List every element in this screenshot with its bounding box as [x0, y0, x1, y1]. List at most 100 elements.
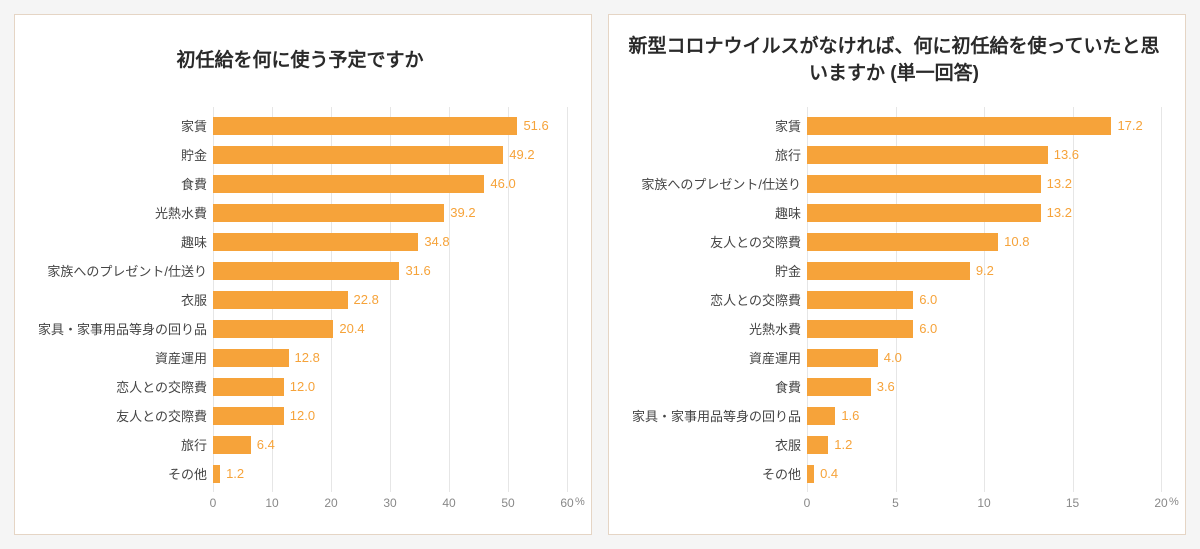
bar-fill [807, 436, 828, 454]
chart-panel-right: 新型コロナウイルスがなければ、何に初任給を使っていたと思いますか (単一回答) … [608, 14, 1186, 535]
bar-value: 6.0 [919, 292, 937, 307]
bar-label: その他 [33, 464, 213, 483]
bar-track: 13.6 [807, 142, 1161, 168]
bar-track: 9.2 [807, 258, 1161, 284]
bar-value: 20.4 [339, 321, 364, 336]
bar-value: 17.2 [1117, 118, 1142, 133]
bar-track: 6.0 [807, 316, 1161, 342]
bar-fill [213, 349, 289, 367]
bar-fill [807, 117, 1111, 135]
bar-row: 家族へのプレゼント/仕送り 13.2 [627, 171, 1161, 197]
bar-row: 友人との交際費 12.0 [33, 403, 567, 429]
bar-row: 恋人との交際費12.0 [33, 374, 567, 400]
bar-fill [807, 320, 913, 338]
bar-value: 13.6 [1054, 147, 1079, 162]
axis-tick: 10 [265, 496, 278, 510]
chart-panel-left: 初任給を何に使う予定ですか 家賃51.6貯金49.2食費46.0光熱水費39.2… [14, 14, 592, 535]
bar-label: 趣味 [33, 232, 213, 251]
bar-value: 46.0 [490, 176, 515, 191]
bar-row: 趣味 34.8 [33, 229, 567, 255]
axis-unit: % [1169, 496, 1179, 508]
chart-body: 家賃51.6貯金49.2食費46.0光熱水費39.2趣味34.8家族へのプレゼン… [33, 107, 567, 516]
bar-track: 12.0 [213, 403, 567, 429]
bar-row: 光熱水費39.2 [33, 200, 567, 226]
bar-track: 20.4 [213, 316, 567, 342]
bar-row: 衣服22.8 [33, 287, 567, 313]
bar-value: 39.2 [450, 205, 475, 220]
bar-value: 49.2 [509, 147, 534, 162]
bar-track: 6.4 [213, 432, 567, 458]
bar-track: 0.4 [807, 461, 1161, 487]
bar-label: 友人との交際費 [627, 232, 807, 251]
chart-title: 新型コロナウイルスがなければ、何に初任給を使っていたと思いますか (単一回答) [627, 33, 1161, 89]
bar-value: 12.0 [290, 408, 315, 423]
bar-value: 4.0 [884, 350, 902, 365]
bar-row: 資産運用4.0 [627, 345, 1161, 371]
axis-tick: 40 [442, 496, 455, 510]
bar-value: 10.8 [1004, 234, 1029, 249]
bar-row: 趣味13.2 [627, 200, 1161, 226]
axis-tick: 10 [977, 496, 990, 510]
bar-row: 食費3.6 [627, 374, 1161, 400]
bar-value: 12.8 [295, 350, 320, 365]
bar-label: 旅行 [33, 435, 213, 454]
axis-ticks: 05101520% [807, 496, 1161, 516]
chart-title: 初任給を何に使う予定ですか [33, 33, 567, 89]
bar-value: 6.4 [257, 437, 275, 452]
bar-fill [807, 465, 814, 483]
bar-label: 家具・家事用品等身の回り品 [627, 406, 807, 425]
bar-value: 1.2 [226, 466, 244, 481]
bar-row: 衣服1.2 [627, 432, 1161, 458]
bar-row: 食費 46.0 [33, 171, 567, 197]
bar-label: 光熱水費 [627, 319, 807, 338]
bar-fill [807, 291, 913, 309]
bar-label: 恋人との交際費 [33, 377, 213, 396]
bar-value: 13.2 [1047, 176, 1072, 191]
bar-value: 34.8 [424, 234, 449, 249]
bar-fill [213, 465, 220, 483]
axis-row: 05101520% [627, 496, 1161, 516]
axis-tick: 50 [501, 496, 514, 510]
bar-fill [807, 349, 878, 367]
bar-track: 46.0 [213, 171, 567, 197]
bar-fill [807, 233, 998, 251]
bar-label: 貯金 [627, 261, 807, 280]
bar-track: 1.6 [807, 403, 1161, 429]
bar-fill [213, 175, 484, 193]
bar-label: 友人との交際費 [33, 406, 213, 425]
bar-label: 家具・家事用品等身の回り品 [33, 319, 213, 338]
bar-row: 家具・家事用品等身の回り品 20.4 [33, 316, 567, 342]
bar-fill [213, 291, 348, 309]
bar-row: 旅行13.6 [627, 142, 1161, 168]
chart-body: 家賃17.2旅行13.6家族へのプレゼント/仕送り13.2趣味13.2友人との交… [627, 107, 1161, 516]
bar-track: 12.0 [213, 374, 567, 400]
bar-track: 3.6 [807, 374, 1161, 400]
bar-row: 光熱水費6.0 [627, 316, 1161, 342]
bar-fill [807, 204, 1041, 222]
bar-track: 12.8 [213, 345, 567, 371]
bars-area: 家賃51.6貯金49.2食費46.0光熱水費39.2趣味34.8家族へのプレゼン… [33, 107, 567, 492]
axis-ticks: 0102030405060% [213, 496, 567, 516]
bar-row: 貯金49.2 [33, 142, 567, 168]
bar-value: 31.6 [405, 263, 430, 278]
axis-tick: 20 [1154, 496, 1167, 510]
bar-fill [213, 146, 503, 164]
bar-value: 9.2 [976, 263, 994, 278]
bar-fill [213, 233, 418, 251]
bar-track: 13.2 [807, 200, 1161, 226]
gridline [1161, 107, 1162, 492]
bar-label: 食費 [33, 174, 213, 193]
bar-track: 51.6 [213, 113, 567, 139]
bar-track: 10.8 [807, 229, 1161, 255]
bar-fill [213, 204, 444, 222]
axis-unit: % [575, 496, 585, 508]
bar-label: 家族へのプレゼント/仕送り [627, 174, 807, 193]
bar-fill [807, 378, 871, 396]
bar-label: 食費 [627, 377, 807, 396]
bar-row: 貯金 9.2 [627, 258, 1161, 284]
bar-row: 家賃17.2 [627, 113, 1161, 139]
bar-track: 34.8 [213, 229, 567, 255]
bar-value: 22.8 [354, 292, 379, 307]
bar-fill [213, 262, 399, 280]
bar-track: 49.2 [213, 142, 567, 168]
